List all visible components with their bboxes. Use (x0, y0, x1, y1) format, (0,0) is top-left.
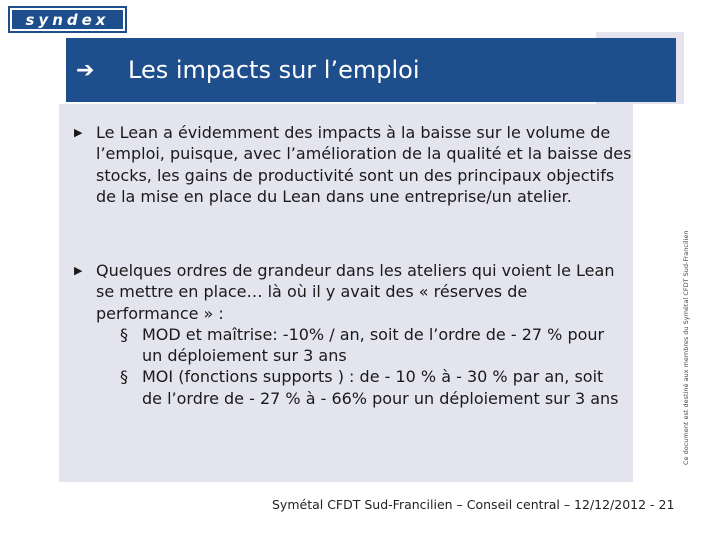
triangle-bullet-icon: ▶ (74, 126, 83, 139)
footer: Symétal CFDT Sud-Francilien – Conseil ce… (272, 497, 675, 512)
content-panel (59, 104, 633, 482)
triangle-bullet-icon: ▶ (74, 264, 83, 277)
sub-item-text: MOD et maîtrise: -10% / an, soit de l’or… (142, 324, 605, 366)
bullet-text: Le Lean a évidemment des impacts à la ba… (96, 123, 632, 206)
side-note-text: Ce document est destiné aux membres du S… (682, 230, 690, 465)
page-title: Les impacts sur l’emploi (128, 56, 420, 84)
square-bullet-icon: § (120, 324, 128, 344)
title-bar: ➔ Les impacts sur l’emploi (66, 38, 676, 102)
side-note: Ce document est destiné aux membres du S… (682, 225, 710, 465)
square-bullet-icon: § (120, 367, 128, 387)
sub-item-text: MOI (fonctions supports ) : de - 10 % à … (142, 367, 619, 408)
bullet-text: Quelques ordres de grandeur dans les ate… (96, 261, 615, 323)
bullet-item-1: ▶ Le Lean a évidemment des impacts à la … (74, 122, 634, 207)
syndex-logo-text: syndex (12, 10, 123, 29)
bullet-item-2: ▶ Quelques ordres de grandeur dans les a… (74, 260, 634, 409)
syndex-logo: syndex (8, 6, 127, 33)
sub-item-1: § MOD et maîtrise: -10% / an, soit de l’… (120, 324, 622, 367)
sub-item-2: § MOI (fonctions supports ) : de - 10 % … (120, 366, 622, 409)
arrow-right-icon: ➔ (76, 57, 95, 83)
